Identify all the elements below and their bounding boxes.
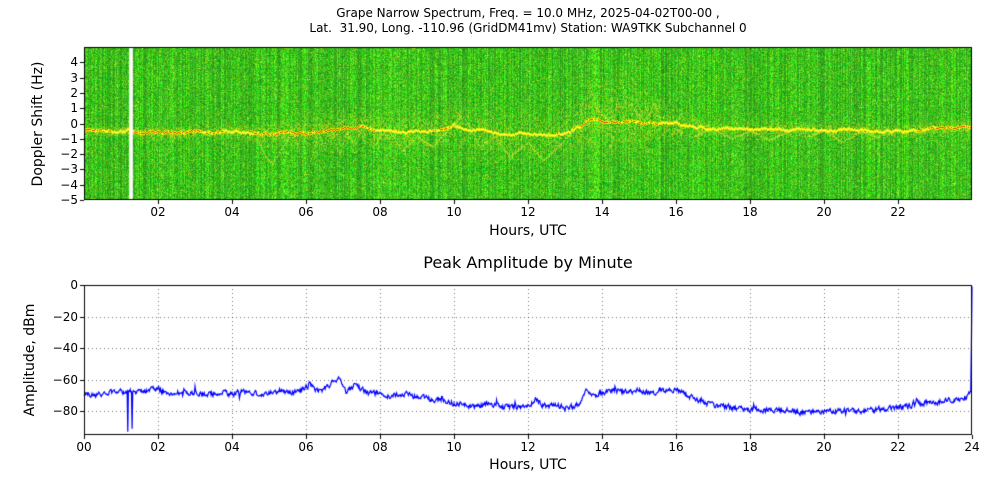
- amplitude-x-tick-label: 16: [668, 440, 684, 454]
- spectrogram-y-tick-label: 1: [70, 101, 78, 116]
- spectrogram-plot-canvas: [0, 0, 1000, 245]
- amplitude-x-tick-label: 22: [890, 440, 906, 454]
- amplitude-x-tick-label: 08: [372, 440, 388, 454]
- amplitude-x-tick-label: 12: [520, 440, 536, 454]
- spectrogram-x-axis-label: Hours, UTC: [489, 223, 567, 239]
- spectrogram-y-tick-label: −2: [60, 147, 78, 162]
- spectrogram-x-tick-label: 22: [890, 205, 906, 219]
- spectrogram-y-tick-label: 3: [70, 70, 78, 85]
- amplitude-title: Peak Amplitude by Minute: [423, 253, 633, 272]
- spectrogram-y-tick-label: −5: [60, 193, 78, 207]
- amplitude-y-tick-label: −20: [52, 309, 78, 324]
- amplitude-x-tick-label: 00: [76, 440, 92, 454]
- spectrogram-x-tick-label: 20: [816, 205, 832, 219]
- amplitude-y-tick-label: 0: [70, 278, 78, 292]
- spectrogram-y-tick-label: 4: [70, 55, 78, 70]
- amplitude-x-tick-label: 04: [224, 440, 240, 454]
- amplitude-y-tick-label: −80: [52, 404, 78, 419]
- amplitude-x-tick-label: 18: [742, 440, 758, 454]
- spectrogram-x-tick-label: 14: [594, 205, 610, 219]
- spectrogram-x-tick-label: 02: [150, 205, 166, 219]
- spectrogram-y-tick-label: −1: [60, 131, 78, 146]
- spectrogram-title-line1: Grape Narrow Spectrum, Freq. = 10.0 MHz,…: [336, 6, 720, 20]
- amplitude-x-tick-label: 10: [446, 440, 462, 454]
- amplitude-y-tick-label: −40: [52, 341, 78, 356]
- spectrogram-y-tick-label: 0: [70, 116, 78, 131]
- amplitude-x-axis-label: Hours, UTC: [489, 457, 567, 473]
- amplitude-y-tick-label: −60: [52, 372, 78, 387]
- spectrogram-x-tick-label: 04: [224, 205, 240, 219]
- spectrogram-x-tick-label: 12: [520, 205, 536, 219]
- amplitude-x-tick-label: 20: [816, 440, 832, 454]
- spectrogram-x-tick-label: 10: [446, 205, 462, 219]
- spectrogram-y-tick-label: −4: [60, 177, 78, 192]
- amplitude-x-tick-label: 02: [150, 440, 166, 454]
- spectrogram-x-tick-label: 06: [298, 205, 314, 219]
- spectrogram-title-line2: Lat. 31.90, Long. -110.96 (GridDM41mv) S…: [309, 21, 747, 35]
- spectrogram-y-tick-label: 2: [70, 85, 78, 100]
- spectrogram-x-tick-label: 08: [372, 205, 388, 219]
- spectrogram-x-tick-label: 18: [742, 205, 758, 219]
- spectrogram-y-tick-label: −3: [60, 162, 78, 177]
- amplitude-x-tick-label: 06: [298, 440, 314, 454]
- amplitude-plot-canvas: [0, 245, 1000, 500]
- amplitude-x-tick-label: 24: [964, 440, 980, 454]
- amplitude-x-tick-label: 14: [594, 440, 610, 454]
- spectrogram-x-tick-label: 16: [668, 205, 684, 219]
